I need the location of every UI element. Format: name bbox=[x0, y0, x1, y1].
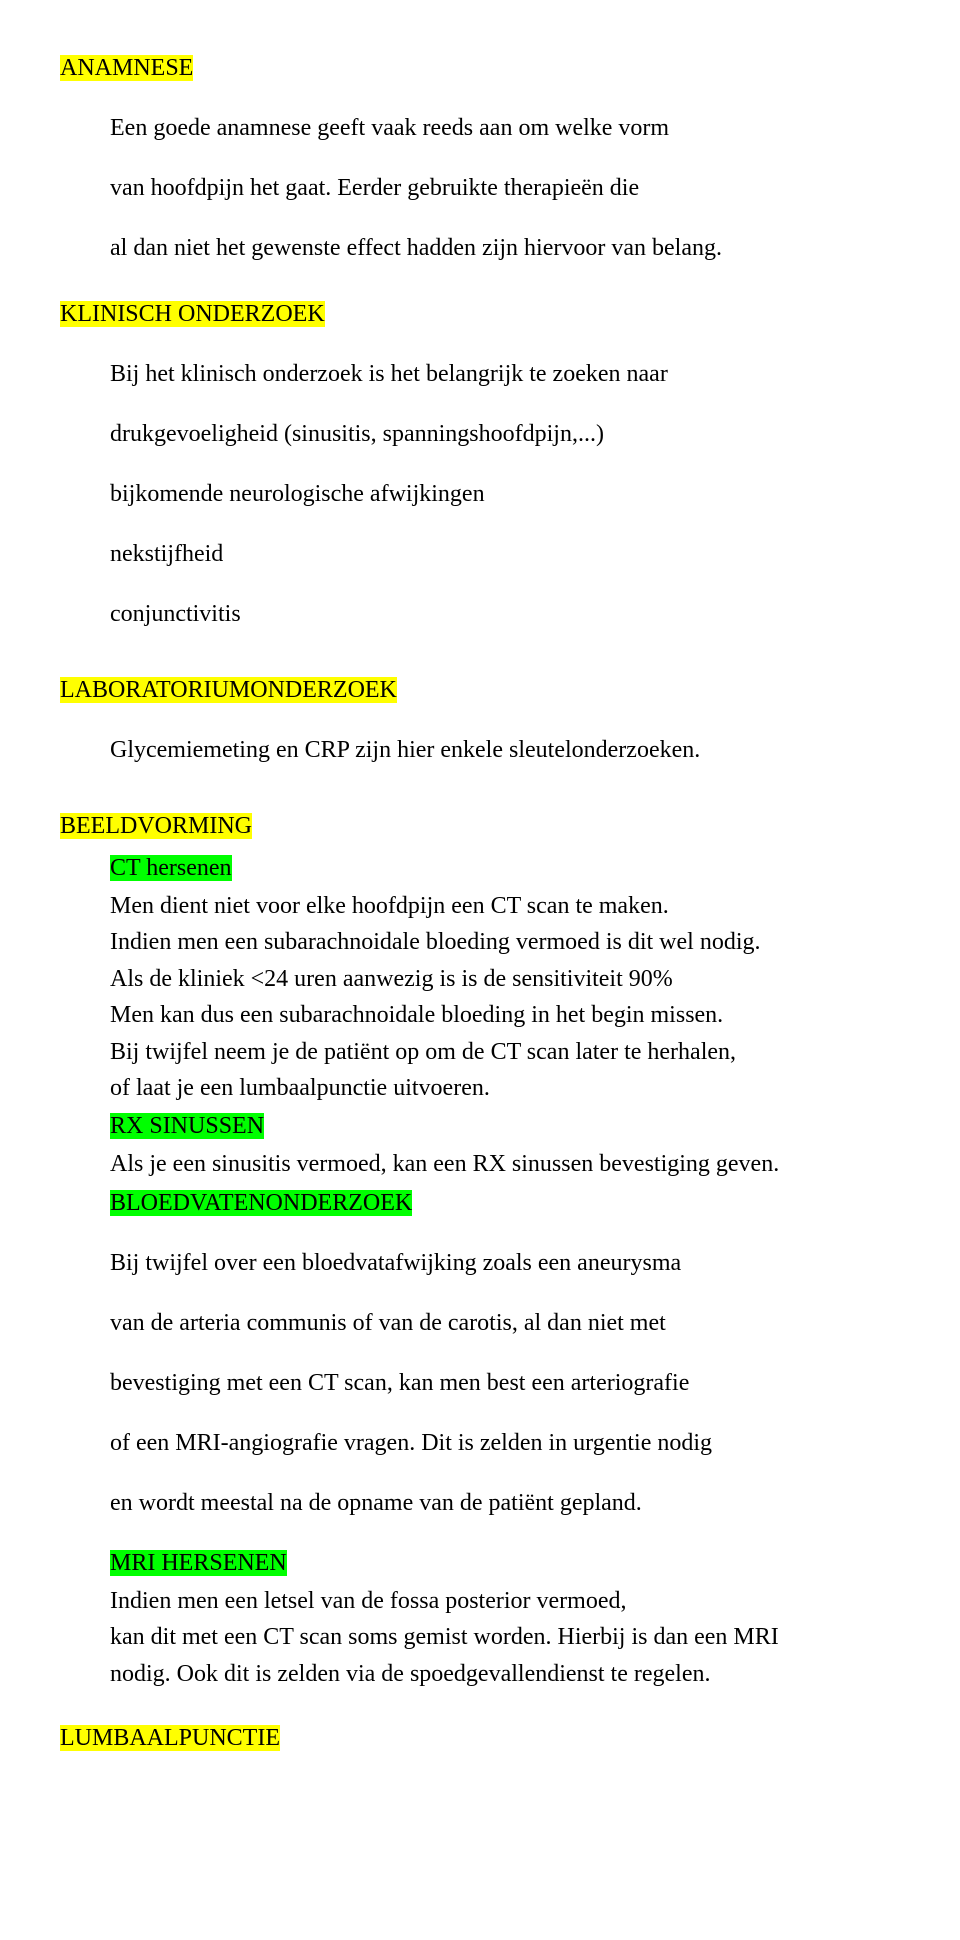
body-line: en wordt meestal na de opname van de pat… bbox=[110, 1485, 900, 1521]
body-line: van hoofdpijn het gaat. Eerder gebruikte… bbox=[110, 170, 900, 206]
subheading-ct: CT hersenen bbox=[110, 850, 900, 886]
body-line: drukgevoeligheid (sinusitis, spanningsho… bbox=[110, 416, 900, 452]
body-line: Een goede anamnese geeft vaak reeds aan … bbox=[110, 110, 900, 146]
body-line: of een MRI-angiografie vragen. Dit is ze… bbox=[110, 1425, 900, 1461]
body-line: Men kan dus een subarachnoidale bloeding… bbox=[110, 999, 900, 1031]
heading-text: BEELDVORMING bbox=[60, 813, 252, 839]
rx-section: RX SINUSSEN Als je een sinusitis vermoed… bbox=[110, 1108, 900, 1180]
body-line: Als de kliniek <24 uren aanwezig is is d… bbox=[110, 963, 900, 995]
body-line: Als je een sinusitis vermoed, kan een RX… bbox=[110, 1148, 900, 1180]
body-line: van de arteria communis of van de caroti… bbox=[110, 1305, 900, 1341]
body-line: Bij het klinisch onderzoek is het belang… bbox=[110, 356, 900, 392]
heading-text: LUMBAALPUNCTIE bbox=[60, 1725, 280, 1751]
body-line: Men dient niet voor elke hoofdpijn een C… bbox=[110, 890, 900, 922]
section-heading-klinisch: KLINISCH ONDERZOEK bbox=[60, 296, 900, 332]
anamnese-body: Een goede anamnese geeft vaak reeds aan … bbox=[110, 110, 900, 266]
body-line: nodig. Ook dit is zelden via de spoedgev… bbox=[110, 1658, 900, 1690]
body-line: Indien men een letsel van de fossa poste… bbox=[110, 1585, 900, 1617]
body-line: conjunctivitis bbox=[110, 596, 900, 632]
heading-text: LABORATORIUMONDERZOEK bbox=[60, 677, 397, 703]
heading-text: KLINISCH ONDERZOEK bbox=[60, 301, 325, 327]
body-line: Bij twijfel over een bloedvatafwijking z… bbox=[110, 1245, 900, 1281]
body-line: bijkomende neurologische afwijkingen bbox=[110, 476, 900, 512]
section-heading-lab: LABORATORIUMONDERZOEK bbox=[60, 672, 900, 708]
subheading-text: MRI HERSENEN bbox=[110, 1550, 287, 1576]
body-line: of laat je een lumbaalpunctie uitvoeren. bbox=[110, 1072, 900, 1104]
bloedvaten-section: BLOEDVATENONDERZOEK Bij twijfel over een… bbox=[110, 1185, 900, 1521]
body-line: nekstijfheid bbox=[110, 536, 900, 572]
section-heading-lumbaal: LUMBAALPUNCTIE bbox=[60, 1720, 900, 1756]
subheading-bloedvaten: BLOEDVATENONDERZOEK bbox=[110, 1185, 900, 1221]
klinisch-body: Bij het klinisch onderzoek is het belang… bbox=[110, 356, 900, 632]
ct-section: CT hersenen Men dient niet voor elke hoo… bbox=[110, 850, 900, 1104]
heading-text: ANAMNESE bbox=[60, 55, 193, 81]
body-line: Indien men een subarachnoidale bloeding … bbox=[110, 926, 900, 958]
subheading-text: CT hersenen bbox=[110, 855, 232, 881]
body-line: Glycemiemeting en CRP zijn hier enkele s… bbox=[110, 732, 900, 768]
body-line: Bij twijfel neem je de patiënt op om de … bbox=[110, 1036, 900, 1068]
section-heading-anamnese: ANAMNESE bbox=[60, 50, 900, 86]
subheading-mri: MRI HERSENEN bbox=[110, 1545, 900, 1581]
body-line: al dan niet het gewenste effect hadden z… bbox=[110, 230, 900, 266]
mri-section: MRI HERSENEN Indien men een letsel van d… bbox=[110, 1545, 900, 1690]
lab-body: Glycemiemeting en CRP zijn hier enkele s… bbox=[110, 732, 900, 768]
body-line: bevestiging met een CT scan, kan men bes… bbox=[110, 1365, 900, 1401]
section-heading-beeldvorming: BEELDVORMING bbox=[60, 808, 900, 844]
body-line: kan dit met een CT scan soms gemist word… bbox=[110, 1621, 900, 1653]
subheading-rx: RX SINUSSEN bbox=[110, 1108, 900, 1144]
subheading-text: BLOEDVATENONDERZOEK bbox=[110, 1190, 412, 1216]
subheading-text: RX SINUSSEN bbox=[110, 1113, 264, 1139]
